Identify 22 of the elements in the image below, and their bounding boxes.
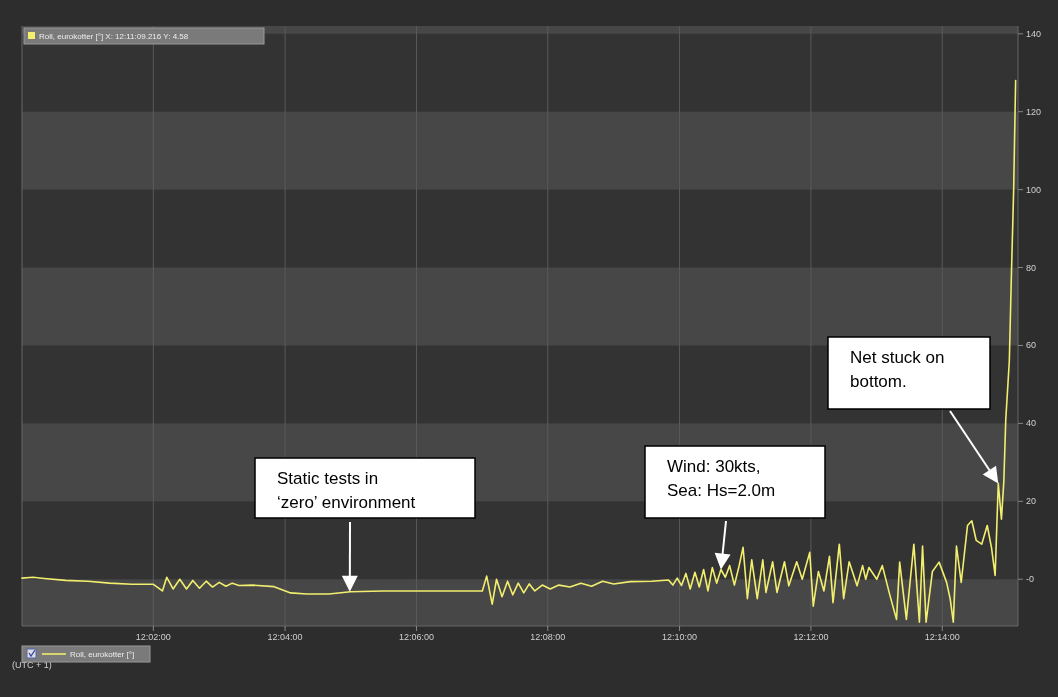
legend-label: Roll, eurokotter [°] (70, 650, 135, 659)
y-tick-label: -0 (1026, 574, 1035, 585)
annotation: Net stuck on bottom. (850, 348, 945, 391)
x-tick-label: 12:06:00 (398, 632, 434, 642)
y-tick-label: 140 (1026, 28, 1042, 39)
tooltip-box: Roll, eurokotter [°] X: 12:11:09.216 Y: 4.58 (23, 27, 265, 45)
x-tick-label: 12:10:00 (662, 632, 698, 642)
y-tick-label: 80 (1026, 262, 1037, 273)
y-tick-label: 60 (1026, 340, 1037, 351)
y-tick-label: 100 (1026, 184, 1042, 195)
line-series (21, 79, 1017, 623)
annotation: Wind: 30kts, Sea: Hs=2.0m (667, 457, 776, 500)
x-tick-label: 12:14:00 (924, 632, 960, 642)
y-tick-label: 40 (1026, 418, 1037, 429)
x-tick-label: 12:12:00 (793, 632, 829, 642)
y-tick-label: 20 (1026, 496, 1037, 507)
x-tick-label: 12:02:00 (135, 632, 171, 642)
annotation: Roll, eurokotter [°] X: 12:11:09.216 Y: 4.58 (39, 32, 189, 41)
x-tick-label: 12:08:00 (530, 632, 566, 642)
y-tick-label: 120 (1026, 106, 1042, 117)
annotation: Static tests in ‘zero’ environment (277, 469, 416, 512)
x-tick-label: 12:04:00 (267, 632, 303, 642)
